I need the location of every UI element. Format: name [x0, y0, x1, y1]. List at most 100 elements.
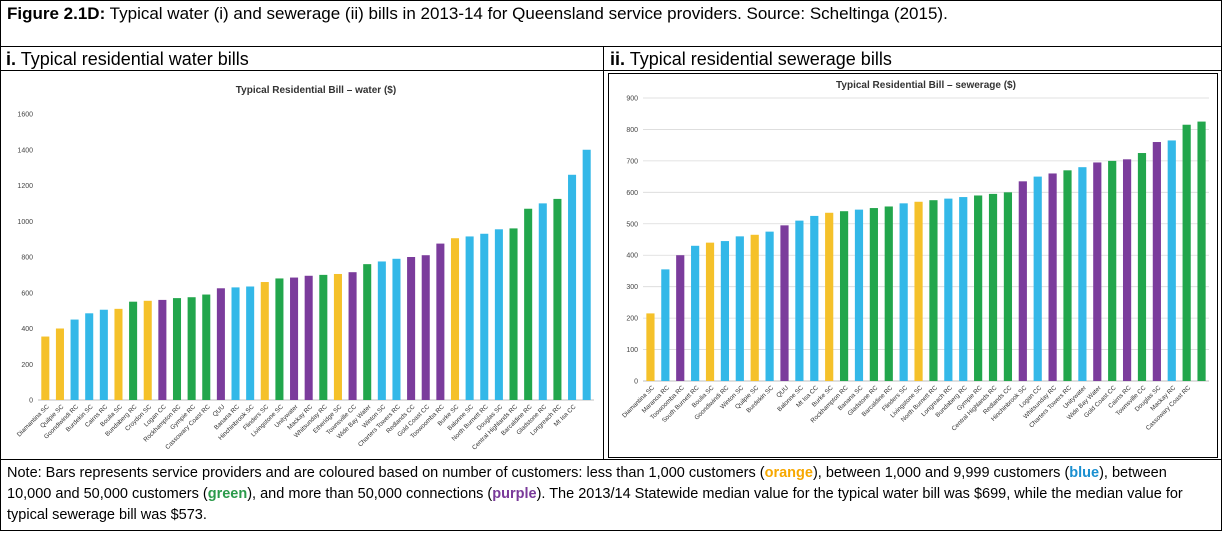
sewerage-bar — [869, 208, 878, 381]
water-bar — [553, 198, 562, 400]
sewerage-y-tick-label: 700 — [626, 158, 638, 165]
water-bar — [421, 255, 430, 400]
water-bar — [275, 278, 284, 400]
water-bar — [114, 308, 123, 400]
water-bar — [216, 288, 225, 400]
sewerage-bar — [1122, 159, 1132, 381]
sewerage-bar — [1093, 162, 1102, 381]
water-y-tick-label: 800 — [21, 255, 33, 262]
sewerage-chart-container: Typical Residential Bill – sewerage ($) 0… — [608, 73, 1218, 458]
sewerage-bar — [750, 234, 759, 381]
water-bar — [202, 294, 211, 400]
water-bar — [55, 328, 64, 400]
sewerage-y-tick-label: 500 — [626, 221, 638, 228]
water-bar — [143, 300, 152, 400]
sewerage-bar — [988, 193, 998, 381]
sewerage-bar — [765, 231, 774, 381]
figure-label: Figure 2.1D: — [7, 4, 106, 23]
water-bar — [494, 229, 503, 400]
water-bar — [392, 258, 401, 400]
water-bar — [290, 277, 299, 400]
water-bar — [333, 273, 342, 400]
sewerage-bar — [944, 198, 953, 381]
sewerage-bar — [720, 241, 730, 381]
panel-number-sewerage: ii. — [610, 49, 626, 69]
note-text-3: ), between 10,000 and 50,000 customers ( — [7, 465, 1167, 502]
water-bar — [172, 298, 182, 400]
sewerage-bar — [1033, 176, 1042, 381]
water-bar — [187, 297, 196, 400]
sewerage-bar — [1152, 142, 1161, 381]
water-y-tick-label: 1400 — [17, 147, 33, 154]
panel-heading-sewerage: ii. Typical residential sewerage bills — [604, 47, 1222, 71]
sewerage-bar — [810, 215, 819, 381]
note-green-label: green — [207, 486, 248, 502]
sewerage-bar — [1137, 153, 1147, 381]
sewerage-y-tick-label: 300 — [626, 284, 638, 291]
sewerage-y-tick-label: 0 — [634, 379, 638, 386]
water-bill-chart: Typical Residential Bill – water ($) 0 200… — [16, 85, 594, 451]
sewerage-bar — [959, 197, 968, 381]
sewerage-bar — [929, 200, 938, 381]
sewerage-y-tick-label: 400 — [626, 253, 638, 260]
water-bar — [304, 275, 313, 400]
water-y-tick-label: 200 — [21, 362, 33, 369]
water-bar — [538, 203, 547, 400]
sewerage-bar — [1048, 173, 1057, 381]
water-bar — [319, 274, 328, 400]
water-bar — [158, 299, 167, 400]
sewerage-bar — [1003, 192, 1013, 381]
sewerage-bar — [661, 269, 670, 381]
sewerage-bar — [1108, 160, 1117, 381]
water-y-tick-label: 0 — [29, 398, 33, 405]
water-y-tick-label: 1600 — [17, 112, 33, 119]
sewerage-bar — [795, 220, 804, 381]
panel-title-sewerage: Typical residential sewerage bills — [625, 49, 892, 69]
note-text-2: ), between 1,000 and 9,999 customers ( — [812, 465, 1070, 481]
water-bar — [480, 233, 489, 400]
water-bar — [407, 257, 416, 400]
sewerage-bar — [735, 236, 744, 381]
note-text-5: ). The 2013/14 Statewide median value fo… — [7, 486, 1183, 523]
figure-caption: Figure 2.1D: Typical water (i) and sewer… — [0, 0, 1222, 47]
water-bar — [509, 228, 518, 400]
panel-heading-water: i. Typical residential water bills — [0, 47, 604, 71]
sewerage-bar — [914, 201, 923, 381]
note-text-1: Note: Bars represents service providers … — [7, 465, 765, 481]
sewerage-bar — [839, 211, 849, 381]
sewerage-bar — [1018, 181, 1027, 381]
water-bar — [377, 261, 386, 400]
sewerage-bar — [1167, 140, 1176, 381]
sewerage-bar — [1078, 167, 1087, 381]
water-bar — [450, 238, 460, 400]
sewerage-bar — [705, 242, 715, 381]
water-bar — [41, 336, 50, 400]
water-y-tick-label: 1000 — [17, 219, 33, 226]
sewerage-bar — [1182, 124, 1191, 381]
sewerage-y-tick-label: 200 — [626, 316, 638, 323]
sewerage-bar — [676, 255, 685, 381]
sewerage-bill-chart: Typical Residential Bill – sewerage ($) 0… — [621, 80, 1209, 432]
water-bar — [524, 208, 533, 400]
water-bar — [70, 319, 79, 400]
water-y-tick-label: 400 — [21, 326, 33, 333]
sewerage-bar — [825, 212, 834, 381]
sewerage-bar — [854, 209, 864, 381]
water-y-tick-label: 1200 — [17, 183, 33, 190]
note-text-4: ), and more than 50,000 connections ( — [247, 486, 493, 502]
sewerage-y-tick-label: 900 — [626, 96, 638, 103]
water-bar — [436, 243, 445, 400]
note-orange-label: orange — [764, 465, 813, 481]
figure-caption-text: Typical water (i) and sewerage (ii) bill… — [105, 4, 948, 23]
water-bar — [99, 309, 108, 400]
water-bar — [260, 282, 269, 400]
water-bar — [246, 286, 255, 400]
figure-note: Note: Bars represents service providers … — [0, 459, 1222, 529]
water-y-tick-label: 600 — [21, 290, 33, 297]
water-bar — [582, 149, 591, 400]
water-bar — [568, 174, 577, 400]
note-blue-label: blue — [1069, 465, 1100, 481]
sewerage-y-tick-label: 100 — [626, 347, 638, 354]
sewerage-bar — [899, 203, 908, 381]
